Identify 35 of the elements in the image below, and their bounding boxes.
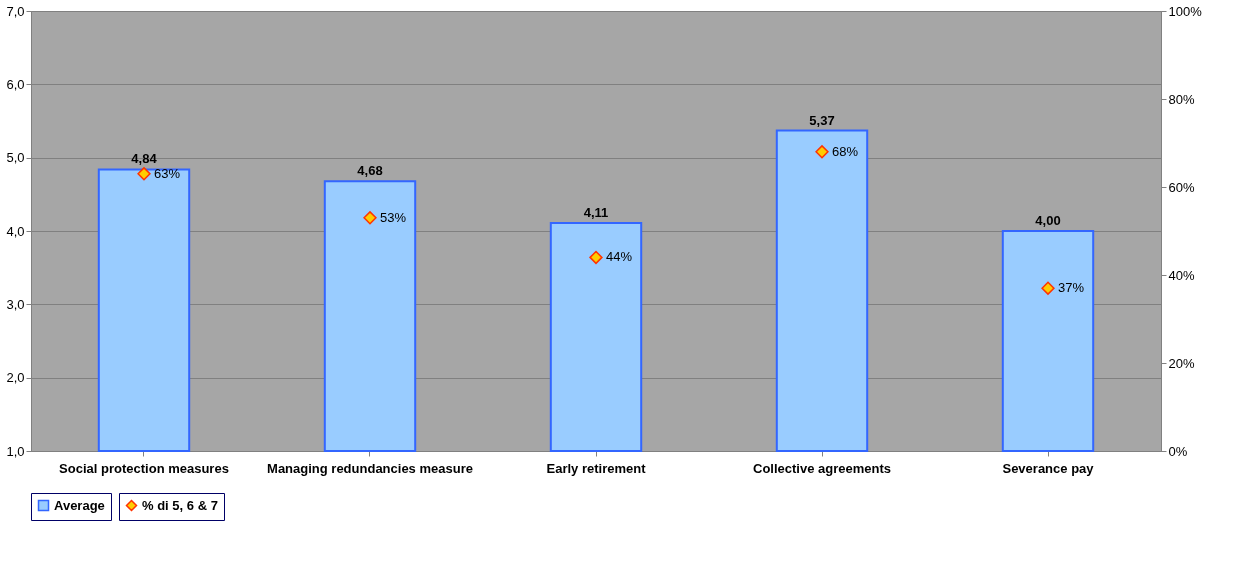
y2-tick-label: 20%: [1168, 355, 1195, 371]
data-label: 37%: [1058, 280, 1085, 296]
data-label: 4,11: [583, 204, 609, 220]
data-label: 68%: [832, 143, 859, 159]
point: [137, 167, 151, 181]
data-label: 63%: [154, 165, 181, 181]
x-tick-label: Early retirement: [546, 460, 647, 476]
y2-tick-label: 60%: [1168, 179, 1195, 195]
y2-tick-label: 0%: [1168, 443, 1188, 459]
legend-label: % di 5, 6 & 7: [142, 497, 218, 513]
y2-tick-label: 40%: [1168, 267, 1195, 283]
y-tick-label: 5,0: [6, 150, 25, 166]
y-tick-label: 7,0: [6, 3, 25, 19]
data-label: 5,37: [809, 112, 835, 128]
data-label: 4,84: [131, 151, 158, 167]
x-tick-label: Social protection measures: [59, 460, 229, 476]
point: [1041, 281, 1055, 295]
point: [363, 211, 377, 225]
x-tick-label: Managing redundancies measure: [267, 460, 473, 476]
x-tick-label: Collective agreements: [752, 460, 892, 476]
point: [589, 250, 603, 265]
y-tick-label: 3,0: [6, 296, 25, 312]
data-label: 44%: [606, 249, 633, 265]
point: [815, 145, 829, 159]
data-label: 4,68: [357, 163, 383, 179]
y-tick-label: 4,0: [6, 223, 25, 239]
y2-tick-label: 100%: [1168, 3, 1203, 19]
data-label: 4,00: [1035, 213, 1061, 228]
y-tick-label: 6,0: [6, 76, 25, 92]
data-label: 53%: [380, 209, 407, 225]
x-tick-label: Severance pay: [1002, 460, 1095, 476]
y-tick-label: 1,0: [6, 443, 25, 459]
legend-label: Average: [54, 497, 105, 513]
y-tick-label: 2,0: [6, 370, 25, 386]
y2-tick-label: 80%: [1168, 91, 1195, 107]
